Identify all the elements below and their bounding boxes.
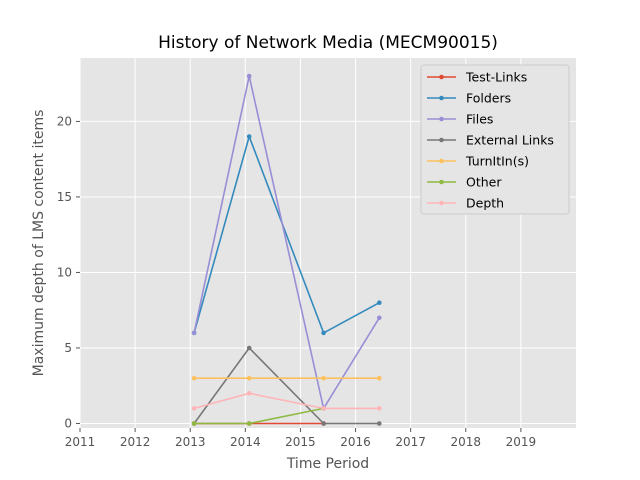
data-point-external-links [246, 345, 252, 351]
y-tick-label: 5 [64, 341, 72, 355]
legend-swatch-marker [439, 137, 444, 143]
y-tick-label: 15 [57, 190, 72, 204]
x-tick-label: 2019 [506, 435, 537, 449]
y-axis-label: Maximum depth of LMS content items [31, 110, 47, 377]
legend-box [420, 64, 570, 215]
x-tick-label: 2012 [120, 435, 151, 449]
data-point-folders [377, 300, 382, 306]
data-point-depth [321, 406, 326, 411]
data-point-depth [191, 406, 197, 411]
x-tick-label: 2017 [395, 435, 426, 449]
data-point-files [246, 73, 252, 79]
data-point-folders [321, 330, 326, 336]
legend-swatch-marker [439, 74, 444, 80]
data-point-turnitin-s [191, 375, 197, 381]
legend-label: Folders [466, 91, 511, 106]
legend-swatch-marker [439, 200, 444, 206]
legend-label: Depth [466, 196, 504, 211]
legend-swatch-marker [439, 179, 444, 185]
y-axis-ticks: 0 5 10 15 20 [57, 114, 80, 430]
legend-label: Files [466, 112, 493, 127]
data-point-other [246, 421, 252, 426]
data-point-external-links [377, 421, 382, 426]
x-tick-label: 2014 [230, 435, 261, 449]
legend-label: TurnItIn(s) [465, 154, 529, 169]
x-tick-label: 2015 [285, 435, 316, 449]
legend-item-other: Other [427, 175, 502, 190]
chart-title: History of Network Media (MECM90015) [158, 33, 498, 53]
legend-label: Test-Links [465, 70, 527, 85]
data-point-depth [377, 406, 382, 411]
data-point-other [191, 421, 197, 426]
y-tick-label: 20 [57, 114, 72, 128]
x-axis-label: Time Period [286, 456, 369, 472]
legend-label: Other [466, 175, 502, 190]
data-point-turnitin-s [377, 375, 382, 381]
legend-item-folders: Folders [427, 91, 511, 106]
data-point-files [377, 315, 382, 321]
series-line-depth [193, 392, 380, 410]
data-point-files [191, 330, 197, 336]
legend-item-files: Files [427, 112, 493, 127]
legend-item-depth: Depth [427, 196, 504, 211]
series-line-files [193, 75, 380, 410]
x-tick-label: 2011 [65, 435, 96, 449]
series-files [191, 73, 382, 411]
data-point-turnitin-s [246, 375, 252, 381]
legend-item-external-links: External Links [427, 133, 554, 148]
legend-swatch-marker [439, 116, 444, 122]
data-point-turnitin-s [321, 375, 326, 381]
x-tick-label: 2016 [340, 435, 371, 449]
gridlines [79, 58, 576, 428]
series-layer [191, 73, 382, 426]
y-tick-label: 10 [57, 265, 72, 279]
data-point-depth [246, 391, 252, 396]
legend-item-test-links: Test-Links [427, 70, 527, 85]
x-tick-label: 2018 [451, 435, 482, 449]
y-tick-label: 0 [64, 416, 72, 430]
legend-swatch-marker [439, 95, 444, 101]
x-tick-label: 2013 [175, 435, 206, 449]
legend-item-turnitin-s: TurnItIn(s) [427, 154, 529, 169]
series-line-external-links [193, 347, 380, 425]
series-depth [191, 391, 382, 411]
legend-swatch-marker [439, 158, 444, 164]
data-point-folders [246, 134, 252, 139]
data-point-external-links [321, 421, 326, 426]
legend: Test-Links Folders Files External Links Turn… [420, 64, 570, 215]
x-axis-ticks: 2011 2012 2013 2014 2015 2016 2017 2018 2019 [65, 428, 536, 449]
legend-label: External Links [466, 133, 554, 148]
series-turnitin-s [191, 375, 382, 381]
series-line-folders [193, 135, 380, 334]
